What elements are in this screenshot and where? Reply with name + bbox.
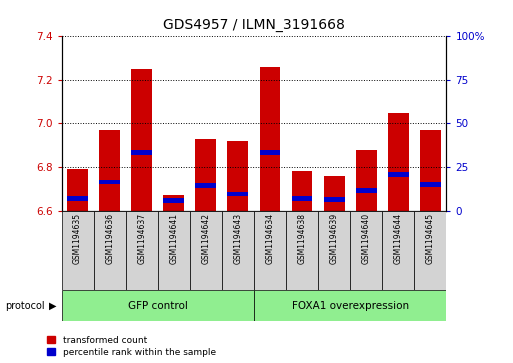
Bar <box>99 180 120 184</box>
Bar <box>324 197 345 202</box>
Bar <box>190 211 222 290</box>
Text: GSM1194639: GSM1194639 <box>329 213 339 264</box>
Bar <box>227 141 248 211</box>
Bar <box>195 183 216 188</box>
Bar <box>254 211 286 290</box>
Text: GSM1194636: GSM1194636 <box>105 213 114 264</box>
Bar <box>99 130 120 211</box>
Bar <box>62 290 254 321</box>
Bar <box>158 211 190 290</box>
Text: ▶: ▶ <box>49 301 56 311</box>
Bar <box>93 211 126 290</box>
Bar <box>324 176 345 211</box>
Bar <box>67 169 88 211</box>
Bar <box>382 211 415 290</box>
Bar <box>415 211 446 290</box>
Text: GSM1194643: GSM1194643 <box>233 213 243 264</box>
Bar <box>350 211 382 290</box>
Text: GSM1194642: GSM1194642 <box>201 213 210 264</box>
Text: GSM1194645: GSM1194645 <box>426 213 435 264</box>
Text: GSM1194638: GSM1194638 <box>298 213 307 264</box>
Bar <box>163 198 184 203</box>
Bar <box>131 150 152 155</box>
Text: GSM1194634: GSM1194634 <box>265 213 274 264</box>
Bar <box>291 171 312 211</box>
Bar <box>420 182 441 187</box>
Bar <box>356 150 377 211</box>
Text: GSM1194635: GSM1194635 <box>73 213 82 264</box>
Text: FOXA1 overexpression: FOXA1 overexpression <box>291 301 409 311</box>
Text: protocol: protocol <box>5 301 45 311</box>
Bar <box>260 67 281 211</box>
Bar <box>318 211 350 290</box>
Bar <box>67 196 88 201</box>
Bar <box>126 211 158 290</box>
Bar <box>163 195 184 211</box>
Bar <box>195 139 216 211</box>
Bar <box>356 188 377 193</box>
Bar <box>62 211 93 290</box>
Bar <box>388 172 409 177</box>
Text: GSM1194637: GSM1194637 <box>137 213 146 264</box>
Bar <box>388 113 409 211</box>
Legend: transformed count, percentile rank within the sample: transformed count, percentile rank withi… <box>46 334 218 359</box>
Title: GDS4957 / ILMN_3191668: GDS4957 / ILMN_3191668 <box>163 19 345 33</box>
Bar <box>131 69 152 211</box>
Bar <box>420 130 441 211</box>
Text: GFP control: GFP control <box>128 301 188 311</box>
Text: GSM1194640: GSM1194640 <box>362 213 371 264</box>
Bar <box>291 196 312 201</box>
Bar <box>222 211 254 290</box>
Text: GSM1194641: GSM1194641 <box>169 213 179 264</box>
Text: GSM1194644: GSM1194644 <box>393 213 403 264</box>
Bar <box>260 150 281 155</box>
Bar <box>227 192 248 196</box>
Bar <box>286 211 318 290</box>
Bar <box>254 290 446 321</box>
